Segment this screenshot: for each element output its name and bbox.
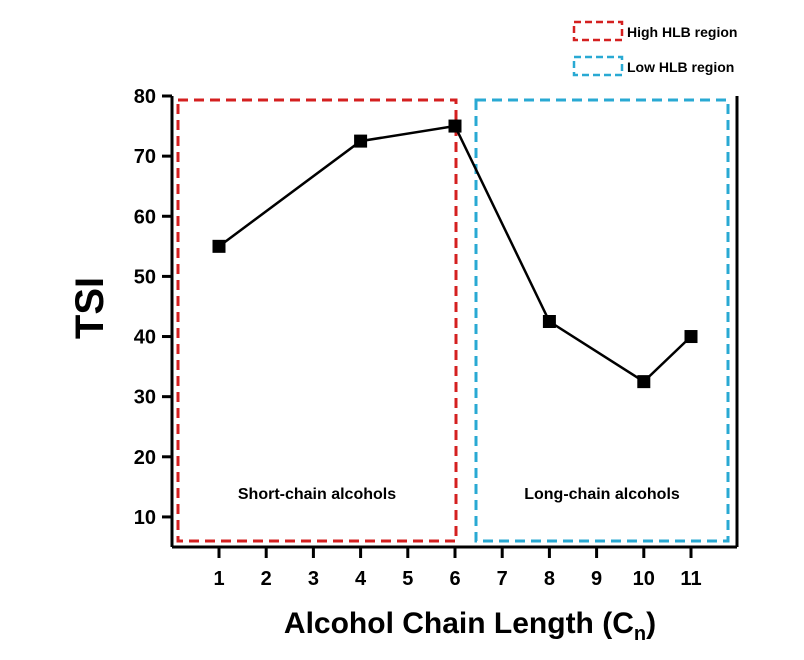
data-point-c1 (212, 239, 226, 253)
legend-label-high-hlb: High HLB region (627, 24, 737, 40)
data-point-c6 (448, 119, 462, 133)
x-tick-label: 11 (680, 568, 701, 590)
x-tick-label: 9 (591, 568, 602, 590)
x-axis-title: Alcohol Chain Length (Cn) (284, 607, 656, 645)
data-point-c11 (684, 330, 698, 344)
y-tick-label: 60 (134, 206, 156, 228)
region-box-low-hlb (474, 98, 730, 543)
y-tick-label: 70 (134, 146, 156, 168)
x-axis-title-subscript: n (634, 623, 646, 645)
y-axis-title: TSI (68, 277, 112, 339)
region-label-long-chain: Long-chain alcohols (524, 486, 680, 503)
legend-swatch-low-hlb (572, 55, 624, 77)
data-point-c8 (542, 315, 556, 328)
data-point-c4 (354, 134, 368, 148)
x-tick-label: 1 (213, 568, 224, 590)
y-tick-label: 40 (134, 327, 156, 349)
y-tick-label: 10 (134, 507, 156, 529)
x-ticks: 1 2 3 4 5 6 7 8 9 10 11 (213, 547, 702, 590)
x-axis-title-close: ) (646, 607, 656, 640)
x-tick-label: 4 (355, 568, 367, 590)
x-tick-label: 6 (449, 568, 460, 590)
legend-label-low-hlb: Low HLB region (627, 59, 734, 75)
y-tick-label: 80 (134, 86, 156, 108)
data-point-c10 (637, 375, 651, 389)
legend: High HLB region Low HLB region (572, 20, 737, 77)
x-tick-label: 8 (544, 568, 555, 590)
x-tick-label: 5 (402, 568, 413, 590)
regions: Short-chain alcohols Long-chain alcohols (176, 98, 730, 543)
series (212, 119, 698, 389)
x-tick-label: 7 (497, 568, 508, 590)
x-tick-label: 2 (261, 568, 272, 590)
region-label-short-chain: Short-chain alcohols (238, 486, 396, 503)
y-ticks: 10 20 30 40 50 60 70 80 (134, 86, 172, 529)
region-box-high-hlb (176, 98, 458, 543)
series-line (218, 124, 692, 384)
x-tick-label: 3 (308, 568, 319, 590)
legend-swatch-high-hlb (572, 20, 624, 42)
y-tick-label: 30 (134, 387, 156, 409)
y-tick-label: 50 (134, 266, 156, 288)
x-tick-label: 10 (633, 568, 655, 590)
x-axis-title-main: Alcohol Chain Length (C (284, 607, 634, 640)
y-tick-label: 20 (134, 447, 156, 469)
